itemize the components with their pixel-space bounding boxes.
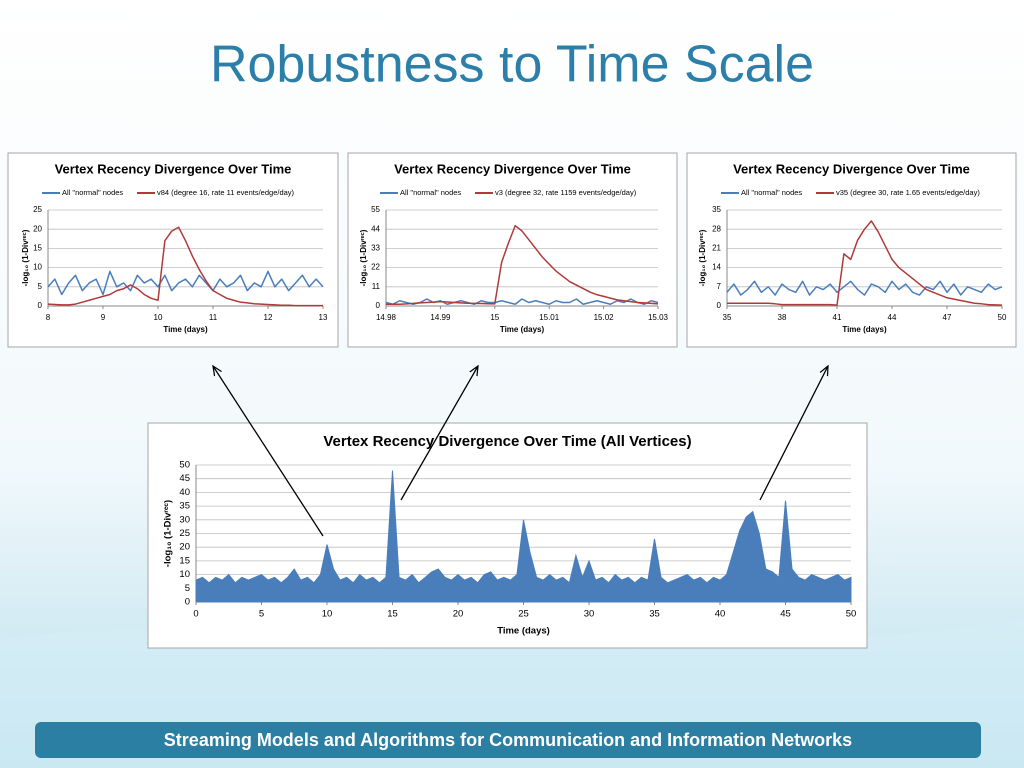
x-tick-label: 0	[193, 609, 198, 620]
series-line	[47, 270, 324, 296]
x-tick-label: 20	[453, 609, 464, 620]
y-tick-label: 45	[179, 473, 190, 484]
y-tick-label: 15	[33, 244, 42, 253]
chart-frame	[686, 152, 1017, 348]
y-tick-label: 0	[38, 301, 43, 310]
legend-label: v35 (degree 30, rate 1.65 events/edge/da…	[836, 188, 980, 197]
y-axis-label: -log₁₀ (1-Divʳᵉᶜ)	[21, 229, 30, 286]
x-axis-label: Time (days)	[163, 325, 208, 334]
y-tick-label: 22	[371, 263, 380, 272]
legend-label: v3 (degree 32, rate 1159 events/edge/day…	[495, 188, 637, 197]
arrow	[213, 366, 324, 537]
y-tick-label: 10	[33, 263, 42, 272]
y-tick-label: 20	[33, 224, 42, 233]
y-tick-label: 14	[712, 263, 721, 272]
y-tick-label: 35	[712, 205, 721, 214]
series-line	[727, 220, 1003, 306]
y-tick-label: 33	[371, 244, 380, 253]
x-tick-label: 12	[264, 313, 273, 322]
x-tick-label: 15	[490, 313, 499, 322]
y-axis-label: -log₁₀ (1-Divʳᵉᶜ)	[163, 500, 174, 567]
y-tick-label: 20	[179, 542, 190, 553]
y-tick-label: 11	[372, 282, 381, 291]
x-tick-label: 40	[715, 609, 726, 620]
chart-title: Vertex Recency Divergence Over Time	[733, 161, 970, 176]
x-tick-label: 8	[46, 313, 51, 322]
series-line	[47, 226, 323, 307]
y-tick-label: 40	[179, 487, 190, 498]
x-tick-label: 35	[649, 609, 660, 620]
legend-label: All "normal" nodes	[400, 188, 461, 197]
x-tick-label: 15.01	[539, 313, 560, 322]
y-tick-label: 55	[371, 205, 380, 214]
y-axis-label: -log₁₀ (1-Divʳᵉᶜ)	[359, 229, 368, 286]
x-tick-label: 10	[154, 313, 163, 322]
legend-label: All "normal" nodes	[62, 188, 123, 197]
x-tick-label: 15.03	[648, 313, 669, 322]
y-tick-label: 21	[712, 244, 721, 253]
y-tick-label: 5	[185, 583, 190, 594]
y-tick-label: 7	[717, 282, 722, 291]
x-tick-label: 25	[518, 609, 529, 620]
x-tick-label: 15.02	[594, 313, 615, 322]
chart-title: Vertex Recency Divergence Over Time (All…	[323, 433, 691, 450]
x-tick-label: 10	[322, 609, 333, 620]
arrow	[400, 366, 478, 501]
y-tick-label: 10	[179, 569, 190, 580]
chart-title: Vertex Recency Divergence Over Time	[55, 161, 292, 176]
footer-bar	[35, 722, 981, 758]
chart-frame	[7, 152, 339, 348]
legend-label: v84 (degree 16, rate 11 events/edge/day)	[157, 188, 295, 197]
series-line	[386, 224, 659, 305]
x-tick-label: 47	[943, 313, 952, 322]
x-axis-label: Time (days)	[497, 626, 550, 637]
x-tick-label: 14.98	[376, 313, 397, 322]
x-tick-label: 38	[778, 313, 787, 322]
x-tick-label: 30	[584, 609, 595, 620]
y-tick-label: 44	[371, 224, 380, 233]
charts: Vertex Recency Divergence Over Time 0 5 10 1…	[7, 152, 1017, 649]
legend-label: All "normal" nodes	[741, 188, 802, 197]
y-tick-label: 28	[712, 224, 721, 233]
y-tick-label: 50	[179, 460, 190, 471]
y-tick-label: 30	[179, 514, 190, 525]
footer-text: Streaming Models and Algorithms for Comm…	[164, 730, 852, 750]
y-tick-label: 0	[185, 597, 190, 608]
y-axis-label: -log₁₀ (1-Divʳᵉᶜ)	[698, 229, 707, 286]
arrow	[759, 366, 828, 501]
y-tick-label: 5	[38, 282, 43, 291]
x-axis-label: Time (days)	[500, 325, 545, 334]
x-tick-label: 44	[888, 313, 897, 322]
series-line	[385, 298, 659, 305]
y-tick-label: 25	[179, 528, 190, 539]
x-tick-label: 35	[723, 313, 732, 322]
x-tick-label: 9	[101, 313, 106, 322]
y-tick-label: 0	[717, 301, 722, 310]
chart-title: Vertex Recency Divergence Over Time	[394, 161, 631, 176]
x-axis-label: Time (days)	[842, 325, 887, 334]
series-area	[195, 470, 852, 603]
x-tick-label: 41	[833, 313, 842, 322]
y-tick-label: 35	[179, 501, 190, 512]
y-tick-label: 25	[33, 205, 42, 214]
x-tick-label: 11	[209, 313, 218, 322]
y-tick-label: 15	[179, 555, 190, 566]
slide-title: Robustness to Time Scale	[210, 36, 814, 94]
series-line	[726, 280, 1003, 296]
x-tick-label: 50	[846, 609, 857, 620]
x-tick-label: 13	[319, 313, 328, 322]
x-tick-label: 50	[998, 313, 1007, 322]
x-tick-label: 15	[387, 609, 398, 620]
x-tick-label: 14.99	[430, 313, 451, 322]
chart-frame	[347, 152, 678, 348]
x-tick-label: 45	[780, 609, 791, 620]
y-tick-label: 0	[376, 301, 381, 310]
x-tick-label: 5	[259, 609, 264, 620]
